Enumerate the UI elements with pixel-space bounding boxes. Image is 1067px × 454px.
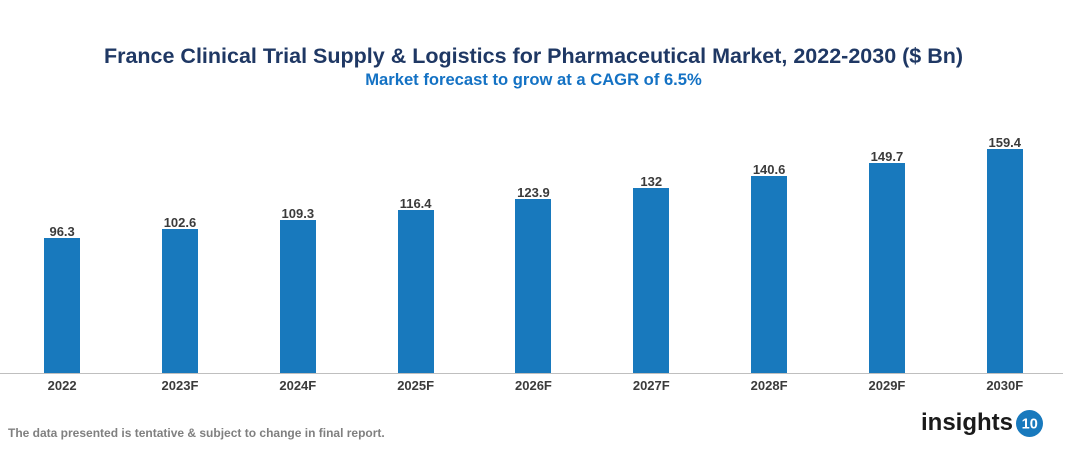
svg-text:insights: insights [921, 409, 1013, 436]
svg-text:10: 10 [1022, 416, 1038, 432]
